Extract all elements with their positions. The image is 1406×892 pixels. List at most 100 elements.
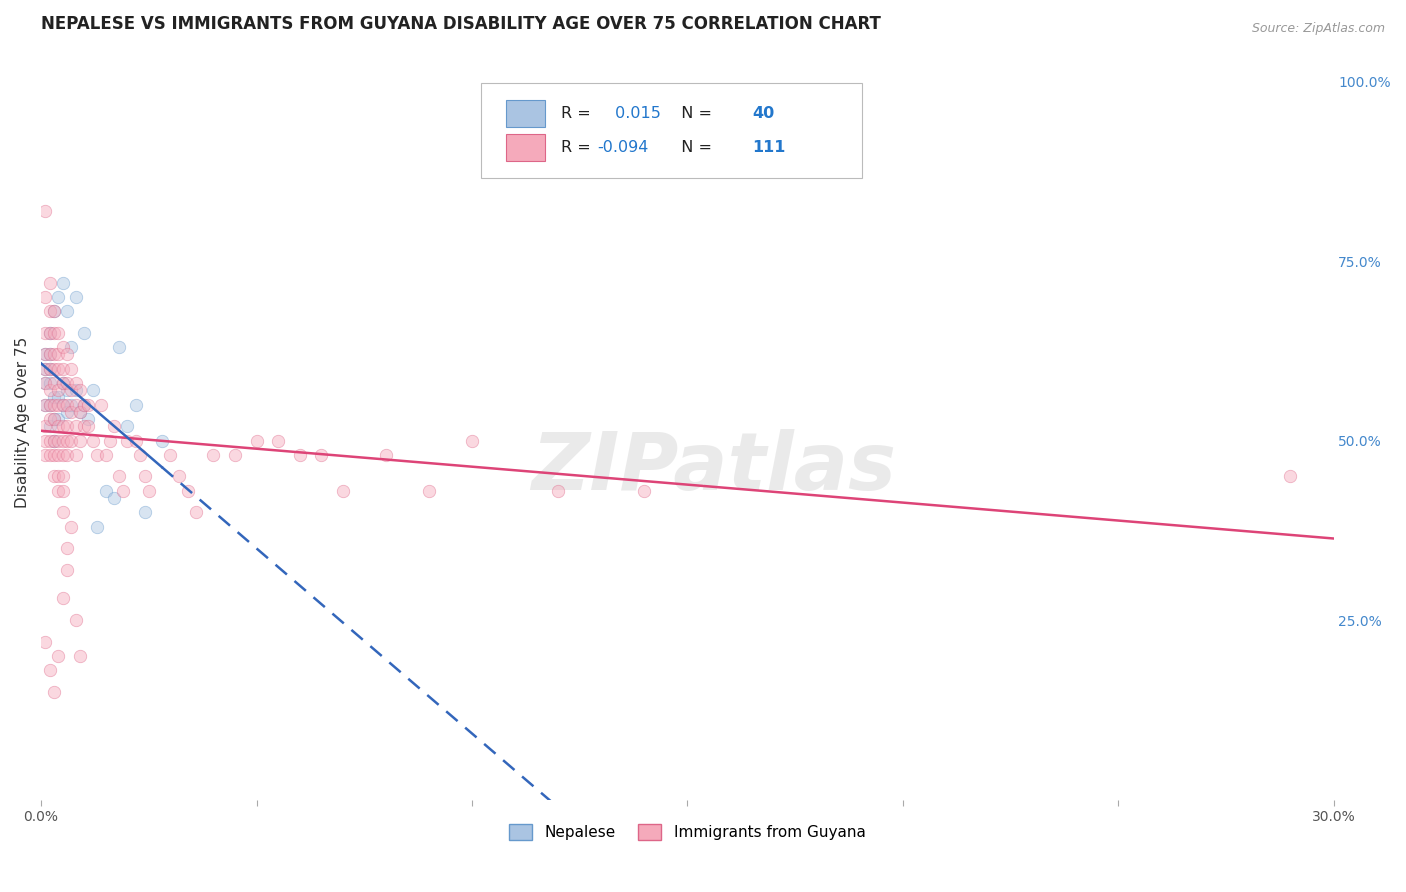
Point <box>42 412 65 426</box>
FancyBboxPatch shape <box>506 134 546 161</box>
Point <box>94 448 117 462</box>
Text: 111: 111 <box>752 140 786 155</box>
Point <box>34 361 56 376</box>
Point <box>34 634 56 648</box>
Point <box>65 448 87 462</box>
Point <box>94 483 117 498</box>
Point <box>52 361 75 376</box>
Point <box>138 483 160 498</box>
Point <box>82 384 104 398</box>
Point <box>46 419 69 434</box>
Text: 40: 40 <box>752 106 775 121</box>
Point <box>60 384 83 398</box>
Point <box>60 434 83 448</box>
Point <box>46 398 69 412</box>
Point <box>52 376 75 390</box>
Point <box>117 419 139 434</box>
Point <box>46 483 69 498</box>
Point <box>167 469 190 483</box>
Point <box>56 434 79 448</box>
Point <box>86 519 108 533</box>
Point <box>56 398 79 412</box>
Point <box>38 276 60 290</box>
Point <box>52 505 75 519</box>
Point <box>42 448 65 462</box>
Point <box>69 434 91 448</box>
Point <box>56 376 79 390</box>
Point <box>125 434 148 448</box>
Point <box>46 361 69 376</box>
Point <box>69 384 91 398</box>
Point <box>46 448 69 462</box>
Point <box>38 326 60 340</box>
Point <box>245 434 267 448</box>
Point <box>42 685 65 699</box>
Point <box>73 326 96 340</box>
Point <box>38 304 60 318</box>
Point <box>98 434 121 448</box>
Point <box>56 448 79 462</box>
Point <box>202 448 225 462</box>
Point <box>46 326 69 340</box>
Point <box>159 448 181 462</box>
Point <box>52 483 75 498</box>
Point <box>267 434 290 448</box>
Point <box>34 290 56 304</box>
Point <box>38 398 60 412</box>
Point <box>56 419 79 434</box>
Point <box>46 384 69 398</box>
Point <box>42 469 65 483</box>
Point <box>288 448 311 462</box>
Point <box>224 448 246 462</box>
Point <box>125 398 148 412</box>
Point <box>56 304 79 318</box>
Point <box>42 361 65 376</box>
Point <box>38 361 60 376</box>
Point <box>38 412 60 426</box>
Point <box>65 384 87 398</box>
Point <box>56 384 79 398</box>
Text: ZIPatlas: ZIPatlas <box>530 429 896 507</box>
Point <box>34 347 56 361</box>
Point <box>34 434 56 448</box>
Point <box>60 405 83 419</box>
Point <box>38 326 60 340</box>
Point <box>309 448 332 462</box>
Point <box>42 398 65 412</box>
Point <box>34 448 56 462</box>
Point <box>38 347 60 361</box>
Point <box>52 434 75 448</box>
Point <box>69 648 91 663</box>
Point <box>52 419 75 434</box>
Point <box>34 326 56 340</box>
Text: NEPALESE VS IMMIGRANTS FROM GUYANA DISABILITY AGE OVER 75 CORRELATION CHART: NEPALESE VS IMMIGRANTS FROM GUYANA DISAB… <box>41 15 882 33</box>
Point <box>418 483 440 498</box>
Point <box>107 340 129 354</box>
Point <box>134 469 156 483</box>
Text: -0.094: -0.094 <box>596 140 648 155</box>
Point <box>38 448 60 462</box>
Point <box>77 419 100 434</box>
Point <box>52 376 75 390</box>
Point <box>38 361 60 376</box>
Point <box>42 391 65 405</box>
Point <box>69 405 91 419</box>
Point <box>73 419 96 434</box>
Point <box>52 591 75 606</box>
Point <box>60 340 83 354</box>
Point <box>46 412 69 426</box>
Point <box>34 347 56 361</box>
Point <box>111 483 134 498</box>
Point <box>117 434 139 448</box>
Point <box>374 448 396 462</box>
Point <box>1279 469 1302 483</box>
Point <box>46 391 69 405</box>
Point <box>461 434 484 448</box>
Point <box>56 347 79 361</box>
Point <box>52 398 75 412</box>
Point <box>34 398 56 412</box>
Point <box>34 203 56 218</box>
Point <box>73 398 96 412</box>
Point <box>42 434 65 448</box>
Point <box>42 434 65 448</box>
